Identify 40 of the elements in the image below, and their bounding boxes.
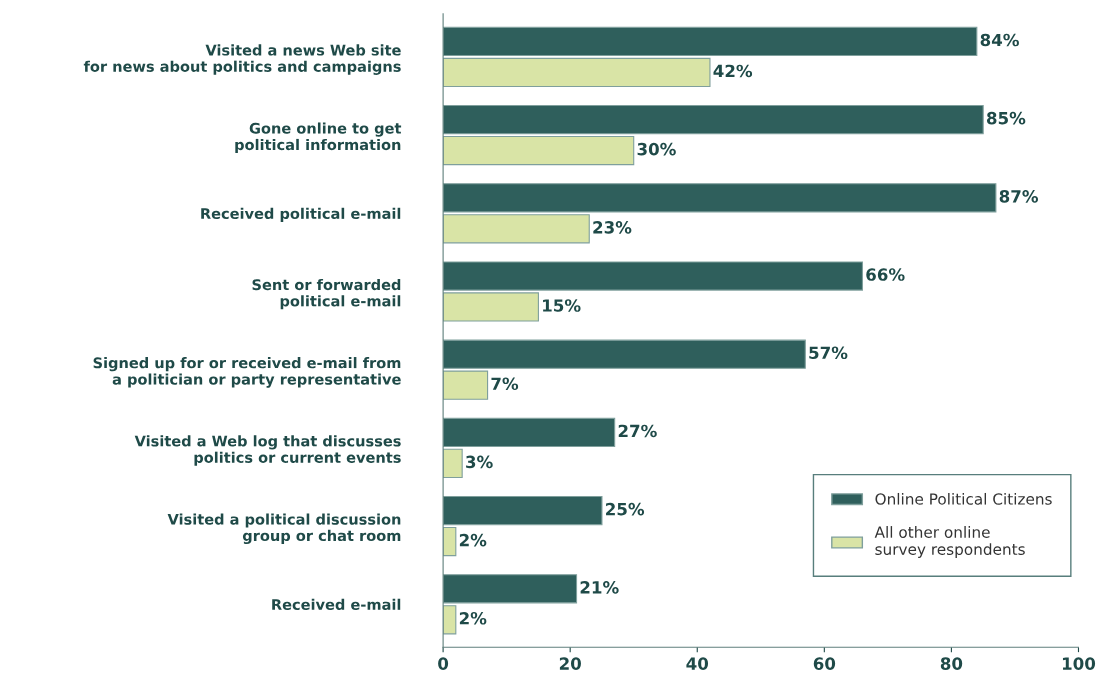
y-tick-label: Signed up for or received e-mail from a politician or party representative <box>93 357 401 388</box>
bar <box>443 26 978 57</box>
data-label: 23% <box>593 221 632 234</box>
bar <box>443 57 711 88</box>
legend-label: All other online survey respondents <box>874 526 1025 558</box>
data-label: 2% <box>459 611 487 625</box>
data-label: 30% <box>637 142 676 156</box>
data-label: 57% <box>809 346 848 360</box>
legend-label: Online Political Citizens <box>875 492 1052 505</box>
y-tick-label: Received political e-mail <box>201 207 401 222</box>
x-tick-label: 20 <box>559 657 581 670</box>
bar <box>443 417 616 448</box>
data-label: 87% <box>999 190 1039 203</box>
bar <box>443 135 635 166</box>
bar <box>443 526 457 557</box>
data-label: 15% <box>543 299 581 312</box>
data-label: 21% <box>580 581 619 594</box>
data-label: 27% <box>618 424 657 438</box>
y-tick-label: Visited a political discussion group or chat room <box>167 513 401 545</box>
data-label: 7% <box>491 377 519 391</box>
data-label: 2% <box>459 533 487 547</box>
data-label: 3% <box>466 455 493 469</box>
data-label: 66% <box>866 268 905 281</box>
x-tick-label: 100 <box>1062 657 1096 670</box>
bar <box>443 495 603 526</box>
x-tick-label: 40 <box>686 657 709 670</box>
x-tick-label: 0 <box>438 657 449 670</box>
y-tick-label: Sent or forwarded political e-mail <box>252 278 401 310</box>
data-label: 85% <box>986 111 1026 125</box>
bar <box>443 105 984 135</box>
x-tick-label: 80 <box>940 657 963 670</box>
y-tick-label: Received e-mail <box>272 598 401 611</box>
x-tick-label: 60 <box>813 657 836 670</box>
bar <box>443 448 463 479</box>
data-label: 42% <box>713 64 753 78</box>
y-tick-label: Visited a news Web site for news about politics and campaigns <box>83 44 401 75</box>
y-tick-label: Gone online to get political information <box>235 122 402 154</box>
data-label: 25% <box>606 502 645 516</box>
data-label: 84% <box>980 33 1019 47</box>
y-tick-label: Visited a Web log that discusses politics or current events <box>134 435 401 466</box>
